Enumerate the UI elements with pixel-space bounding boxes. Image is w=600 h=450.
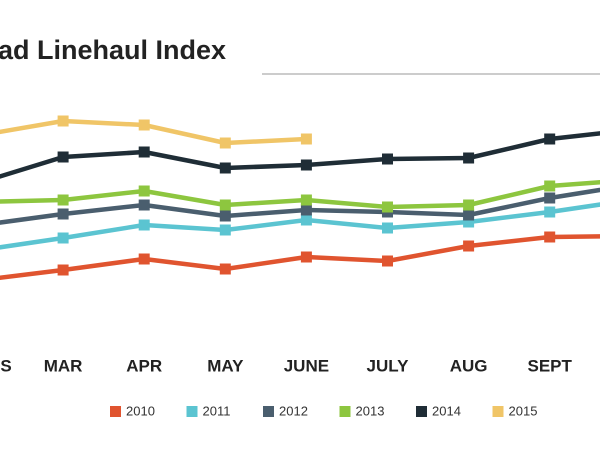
x-tick-label: SEPT [527, 356, 572, 375]
series-line [0, 118, 307, 146]
point [382, 222, 393, 234]
point [463, 152, 475, 164]
point [219, 210, 231, 222]
point [544, 180, 556, 192]
x-tick-label: S [0, 356, 11, 375]
point [463, 199, 475, 211]
point [138, 185, 150, 197]
point [138, 253, 150, 265]
legend-swatch [186, 406, 198, 417]
legend-label: 2012 [279, 403, 308, 418]
series-line [0, 180, 600, 210]
point [463, 216, 475, 228]
point [57, 151, 69, 163]
point [219, 263, 231, 275]
point [57, 115, 69, 127]
point [138, 119, 150, 131]
point [138, 146, 150, 158]
x-tick-label: JUNE [284, 356, 329, 375]
point [544, 206, 556, 218]
point [300, 133, 312, 145]
legend-swatch [416, 406, 427, 417]
point [219, 224, 231, 236]
point [463, 209, 475, 221]
point [219, 137, 231, 149]
legend-label: 2011 [203, 403, 231, 418]
point [300, 159, 312, 171]
legend-label: 2014 [432, 403, 461, 418]
legend-swatch [110, 406, 121, 417]
legend-label: 2010 [126, 403, 155, 418]
point [382, 153, 393, 165]
chart-title: ad Linehaul Index [0, 35, 226, 65]
point [300, 194, 312, 206]
point [382, 255, 393, 267]
point [300, 204, 312, 216]
x-tick-label: AUG [450, 356, 488, 375]
point [544, 133, 556, 145]
x-tick-label: JULY [367, 356, 410, 375]
x-tick-label: MAR [44, 356, 83, 375]
x-tick-label: MAY [207, 356, 244, 375]
point [382, 201, 393, 213]
point [57, 232, 69, 244]
series-line [0, 234, 600, 281]
legend-swatch [339, 406, 351, 417]
point [138, 219, 150, 231]
x-tick-label: APR [126, 356, 162, 375]
legend-label: 2013 [356, 403, 385, 418]
point [300, 214, 312, 226]
point [57, 208, 69, 220]
point [57, 264, 69, 276]
point [300, 251, 312, 263]
legend-swatch [263, 406, 274, 417]
point [544, 192, 556, 204]
point [544, 231, 556, 243]
point [219, 199, 231, 211]
legend-label: 2015 [509, 403, 538, 418]
point [57, 194, 69, 206]
point [219, 162, 231, 174]
point [463, 240, 475, 252]
legend-swatch [492, 406, 504, 417]
point [138, 199, 150, 211]
